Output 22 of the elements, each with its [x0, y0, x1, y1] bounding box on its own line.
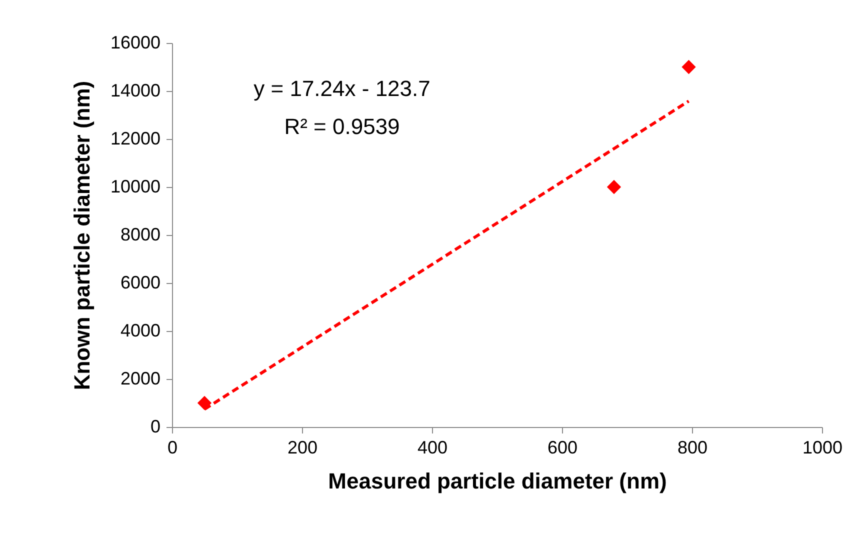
y-tick-label: 12000	[110, 128, 160, 148]
point	[682, 60, 696, 74]
x-tick-label: 600	[547, 438, 578, 458]
x-axis-title: Measured particle diameter (nm)	[328, 468, 667, 494]
point	[606, 180, 622, 194]
x-tick-label: 1000	[802, 438, 843, 458]
y-tick-label: 14000	[110, 80, 160, 100]
y-tick-label: 16000	[110, 32, 160, 52]
x-tick-label: 200	[287, 438, 318, 458]
y-axis-title: Known particle diameter (nm)	[69, 80, 94, 390]
y-tick-label: 10000	[110, 176, 160, 196]
y-tick-label: 0	[150, 416, 160, 436]
annotation: R² = 0.9539	[284, 114, 400, 139]
y-tick-label: 8000	[120, 224, 160, 244]
y-tick-label: 2000	[120, 368, 160, 388]
point	[197, 396, 212, 410]
annotation: y = 17.24x - 123.7	[254, 76, 430, 101]
y-tick-label: 4000	[120, 320, 160, 340]
x-tick-label: 0	[167, 438, 178, 458]
x-tick-label: 400	[417, 438, 448, 458]
y-tick-label: 6000	[120, 272, 160, 292]
x-tick-label: 800	[677, 438, 708, 458]
